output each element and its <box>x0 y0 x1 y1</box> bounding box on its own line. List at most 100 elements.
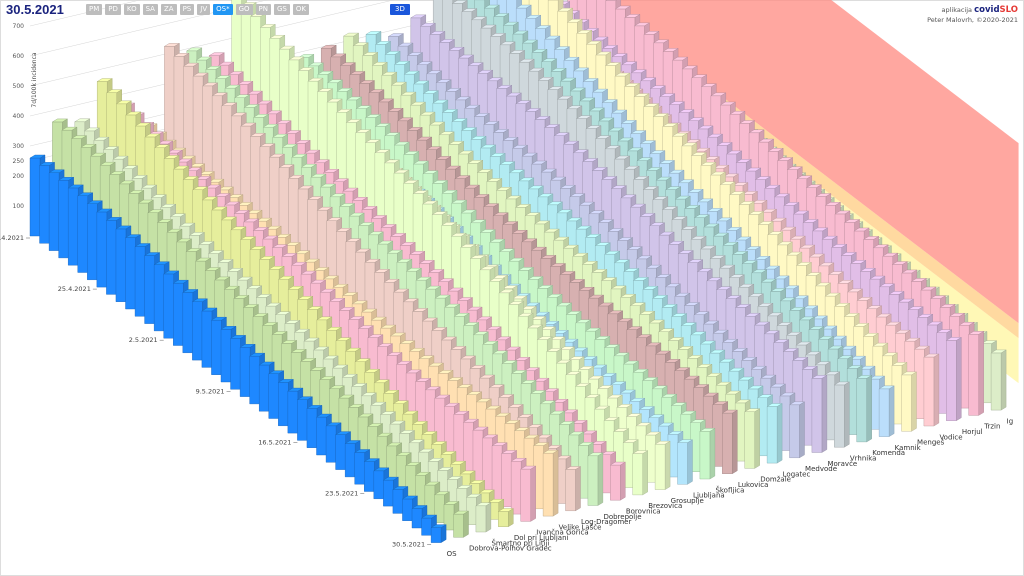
bar-top <box>581 158 599 162</box>
bar-top <box>470 136 487 140</box>
region-button-ps[interactable]: PS <box>179 4 195 15</box>
bar <box>106 220 117 295</box>
bar-top <box>373 467 390 472</box>
bar-top <box>721 409 739 414</box>
bar-top <box>709 171 727 176</box>
bar-top <box>507 301 525 305</box>
page-title-date: 30.5.2021 <box>6 2 64 17</box>
region-button-pn[interactable]: PN <box>255 4 271 15</box>
bar-top <box>349 71 366 75</box>
region-button-pm[interactable]: PM <box>86 4 103 15</box>
bar-top <box>153 261 170 265</box>
bar-top <box>540 255 557 259</box>
bar-top <box>157 140 174 145</box>
region-button-ok[interactable]: OK <box>292 4 309 15</box>
bar-top <box>361 52 379 56</box>
bar <box>520 468 531 522</box>
bar <box>789 404 800 458</box>
bar-top <box>658 160 676 164</box>
bar <box>542 452 554 517</box>
bar-top <box>412 160 430 165</box>
bar-top <box>410 14 427 19</box>
bar-top <box>788 401 806 405</box>
bar-top <box>397 42 414 47</box>
bar-top <box>622 360 640 365</box>
bar <box>96 211 108 288</box>
y-tick-label: 700 <box>13 23 25 30</box>
bar-top <box>588 210 605 214</box>
bar-top <box>298 54 315 58</box>
bar-top <box>594 135 612 139</box>
bar-top <box>214 75 232 79</box>
region-button-jv[interactable]: JV <box>197 4 211 15</box>
bar-top <box>757 221 774 225</box>
bar-side <box>620 461 626 501</box>
bar-top <box>380 224 397 228</box>
bar-top <box>406 52 424 56</box>
bar-top <box>326 217 343 221</box>
bar-top <box>572 149 589 153</box>
bar-top <box>348 316 365 320</box>
bar-top <box>967 331 985 335</box>
bar-top <box>553 46 571 50</box>
bar-top <box>376 343 394 347</box>
bar-top <box>581 261 599 265</box>
bar-top <box>454 96 471 101</box>
bar-top <box>316 88 334 92</box>
bar-top <box>587 294 605 299</box>
bar-top <box>600 373 617 377</box>
bar-top <box>288 56 305 61</box>
bar-top <box>574 383 592 387</box>
bar-top <box>454 175 471 179</box>
bar-top <box>494 336 512 341</box>
bar-top <box>262 235 279 240</box>
bar-top <box>624 14 641 18</box>
bar-top <box>747 293 765 297</box>
region-button-za[interactable]: ZA <box>160 4 177 15</box>
bar-top <box>192 72 209 77</box>
bar-top <box>38 162 56 166</box>
bar-top <box>556 7 574 12</box>
bar <box>144 255 155 324</box>
bar-top <box>326 98 343 103</box>
bar-top <box>565 311 582 315</box>
region-button-gs[interactable]: GS <box>273 4 290 15</box>
bar-top <box>303 149 321 154</box>
bar-top <box>555 359 573 364</box>
bar-top <box>654 350 672 355</box>
bar-top <box>441 109 459 113</box>
bar-top <box>673 367 691 371</box>
bar-top <box>744 313 761 317</box>
bar-top <box>144 133 161 138</box>
bar-top <box>501 221 519 225</box>
region-button-sa[interactable]: SA <box>142 4 158 15</box>
gridline <box>29 0 268 57</box>
bar-top <box>709 349 726 354</box>
bar-top <box>667 241 685 245</box>
series-label: Domžale <box>760 476 791 484</box>
bar-top <box>743 408 761 412</box>
bar-top <box>674 195 691 200</box>
bar-top <box>626 246 643 250</box>
bar-top <box>402 180 420 184</box>
region-button-go[interactable]: GO <box>235 4 253 15</box>
bar-top <box>517 267 535 271</box>
bar-top <box>629 203 647 208</box>
bar-top <box>414 378 432 382</box>
bar-top <box>204 267 221 271</box>
region-button-os[interactable]: OS* <box>213 4 233 15</box>
region-button-ko[interactable]: KO <box>123 4 140 15</box>
view-3d-button[interactable]: 3D <box>390 4 410 15</box>
bar-top <box>910 278 928 282</box>
bar-top <box>115 100 133 105</box>
bar-top <box>403 70 420 75</box>
bar-top <box>198 171 216 175</box>
bar-top <box>488 278 506 282</box>
bar-top <box>271 244 289 248</box>
bar-top <box>401 495 419 500</box>
bar-top <box>475 316 493 321</box>
bar-top <box>843 313 860 317</box>
bar-top <box>724 390 742 395</box>
bar-top <box>913 345 931 350</box>
region-button-pd[interactable]: PD <box>105 4 121 15</box>
